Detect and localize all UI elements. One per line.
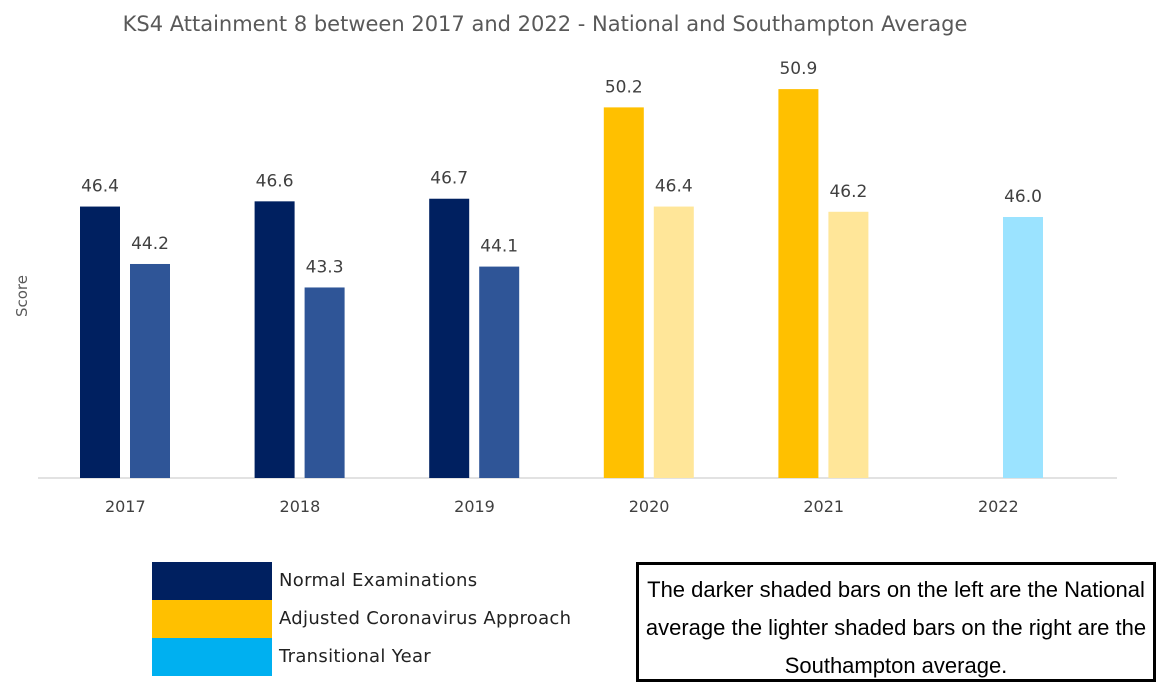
data-label: 50.9	[779, 59, 817, 79]
legend-swatch	[152, 562, 272, 600]
bar-2020-national	[603, 107, 644, 478]
data-label: 46.7	[430, 169, 468, 189]
y-axis-label: Score	[13, 275, 31, 317]
bar-2021-southampton	[828, 211, 869, 478]
data-label: 46.6	[256, 171, 294, 191]
legend-label: Adjusted Coronavirus Approach	[279, 608, 572, 629]
bar-chart: Score 46.4 44.2 2017 46.6 43.3 2018 46.7 44.1 20…	[13, 59, 1117, 516]
data-label: 50.2	[605, 77, 643, 97]
bar-2018-national	[254, 201, 295, 478]
bar-2020-southampton	[653, 206, 694, 478]
bar-2019-southampton	[479, 266, 520, 478]
data-label: 46.4	[655, 177, 693, 197]
legend-label: Normal Examinations	[279, 570, 478, 591]
bars-layer: 46.4 44.2 2017 46.6 43.3 2018 46.7 44.1 2019 50.2…	[80, 59, 1043, 516]
legend-item-adjusted-coronavirus-approach: Adjusted Coronavirus Approach	[152, 600, 612, 638]
legend-swatch	[152, 638, 272, 676]
x-tick-label: 2018	[280, 497, 321, 516]
bar-2018-southampton	[304, 287, 345, 478]
bar-2017-southampton	[130, 263, 170, 478]
data-label: 46.0	[1004, 187, 1042, 207]
data-label: 46.2	[829, 182, 867, 202]
data-label: 43.3	[306, 257, 344, 277]
x-tick-label: 2019	[454, 497, 495, 516]
bar-2019-national	[429, 198, 470, 479]
legend-label: Transitional Year	[279, 646, 432, 667]
legend-swatch	[152, 600, 272, 638]
bar-2021-national	[778, 89, 819, 479]
chart-title: KS4 Attainment 8 between 2017 and 2022 -…	[122, 12, 968, 36]
data-label: 44.2	[131, 234, 169, 254]
legend-item-normal-examinations: Normal Examinations	[152, 562, 612, 600]
legend-item-transitional-year: Transitional Year	[152, 638, 612, 676]
x-tick-label: 2020	[629, 497, 670, 516]
data-label: 44.1	[480, 237, 518, 257]
x-tick-label: 2022	[978, 497, 1019, 516]
x-tick-label: 2017	[105, 497, 146, 516]
note-box: The darker shaded bars on the left are t…	[636, 562, 1156, 682]
note-text: The darker shaded bars on the left are t…	[645, 577, 1147, 678]
x-tick-label: 2021	[803, 497, 844, 516]
data-label: 46.4	[81, 177, 119, 197]
bar-2022-southampton	[1003, 217, 1043, 478]
bar-2017-national	[80, 206, 120, 478]
